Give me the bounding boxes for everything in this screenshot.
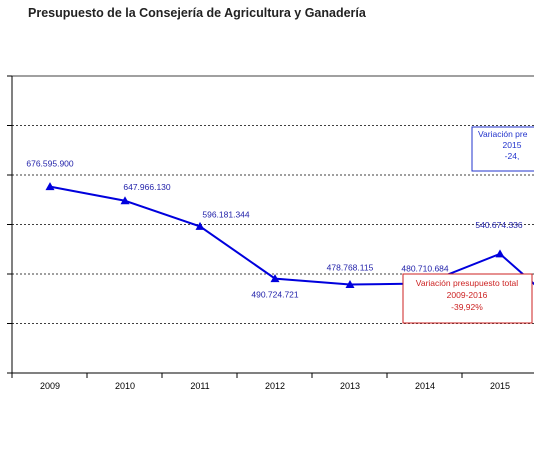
- x-tick-label: 2009: [40, 381, 60, 391]
- annotation-text: 2009-2016: [447, 290, 488, 300]
- series-line: [49, 185, 534, 286]
- x-tick-label: 2011: [190, 381, 209, 391]
- data-label: 596.181.344: [202, 209, 250, 219]
- x-tick-label: 2010: [115, 381, 135, 391]
- annotation-text: Variación presupuesto total: [416, 278, 518, 288]
- data-label: 676.595.900: [26, 159, 74, 169]
- data-point-marker: [45, 182, 55, 191]
- series-budget: [45, 182, 534, 289]
- x-tick-label: 2014: [415, 381, 435, 391]
- x-tick-label: 2015: [490, 381, 510, 391]
- annotation-red: Variación presupuesto total 2009-2016 -39,…: [402, 273, 533, 324]
- annotation-text: 2015: [503, 140, 522, 150]
- data-point-marker: [345, 280, 355, 289]
- annotation-text: -39,92%: [451, 302, 483, 312]
- data-point-marker: [195, 221, 205, 230]
- data-label: 480.710.684: [401, 264, 449, 274]
- data-label: 647.966.130: [123, 182, 171, 192]
- data-label: 478.768.115: [327, 263, 374, 273]
- grid-lines: [12, 125, 534, 324]
- annotation-text: Variación pre: [478, 129, 528, 139]
- chart-title: Presupuesto de la Consejería de Agricult…: [28, 6, 366, 20]
- data-label: 490.724.721: [251, 290, 299, 300]
- axes: 2009 2010 2011 2012 2013 2014 2015: [7, 75, 534, 391]
- annotation-box: [471, 126, 534, 172]
- data-point-marker: [495, 249, 505, 258]
- annotation-box: [402, 273, 533, 324]
- x-tick-label: 2012: [265, 381, 285, 391]
- x-tick-label: 2013: [340, 381, 360, 391]
- annotation-text: -24,: [505, 151, 520, 161]
- data-labels: 676.595.900 647.966.130 596.181.344 490.724…: [26, 159, 523, 300]
- data-label: 540.674.336: [475, 220, 523, 230]
- data-point-marker: [120, 196, 130, 205]
- data-point-marker: [270, 274, 280, 283]
